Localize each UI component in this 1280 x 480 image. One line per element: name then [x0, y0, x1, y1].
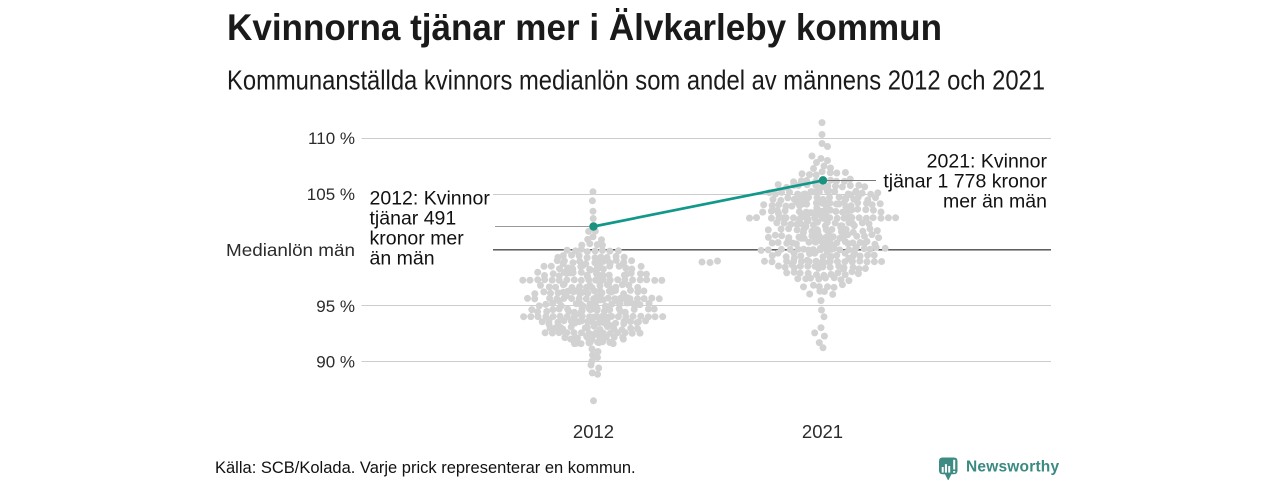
svg-text:105 %: 105 % — [307, 185, 355, 204]
svg-text:Newsworthy: Newsworthy — [966, 459, 1059, 476]
svg-text:2021: 2021 — [802, 421, 843, 442]
svg-text:2021: Kvinnor: 2021: Kvinnor — [927, 151, 1048, 173]
svg-text:tjänar 491: tjänar 491 — [370, 208, 457, 230]
svg-text:2012: Kvinnor: 2012: Kvinnor — [370, 188, 491, 210]
svg-text:Medianlön män: Medianlön män — [226, 240, 355, 260]
svg-text:2012: 2012 — [573, 421, 614, 442]
svg-text:Kvinnorna tjänar mer i Älvkarl: Kvinnorna tjänar mer i Älvkarleby kommun — [227, 7, 942, 48]
svg-text:90 %: 90 % — [316, 353, 355, 372]
svg-text:Källa: SCB/Kolada. Varje prick: Källa: SCB/Kolada. Varje prick represent… — [215, 459, 636, 477]
svg-text:kronor mer: kronor mer — [370, 228, 465, 250]
svg-text:95 %: 95 % — [316, 297, 355, 316]
svg-text:än män: än män — [370, 248, 435, 270]
svg-text:110 %: 110 % — [308, 129, 355, 148]
svg-text:Kommunanställda kvinnors media: Kommunanställda kvinnors medianlön som a… — [227, 65, 1045, 96]
svg-text:mer än män: mer än män — [943, 191, 1047, 213]
svg-text:tjänar 1 778 kronor: tjänar 1 778 kronor — [883, 171, 1047, 193]
